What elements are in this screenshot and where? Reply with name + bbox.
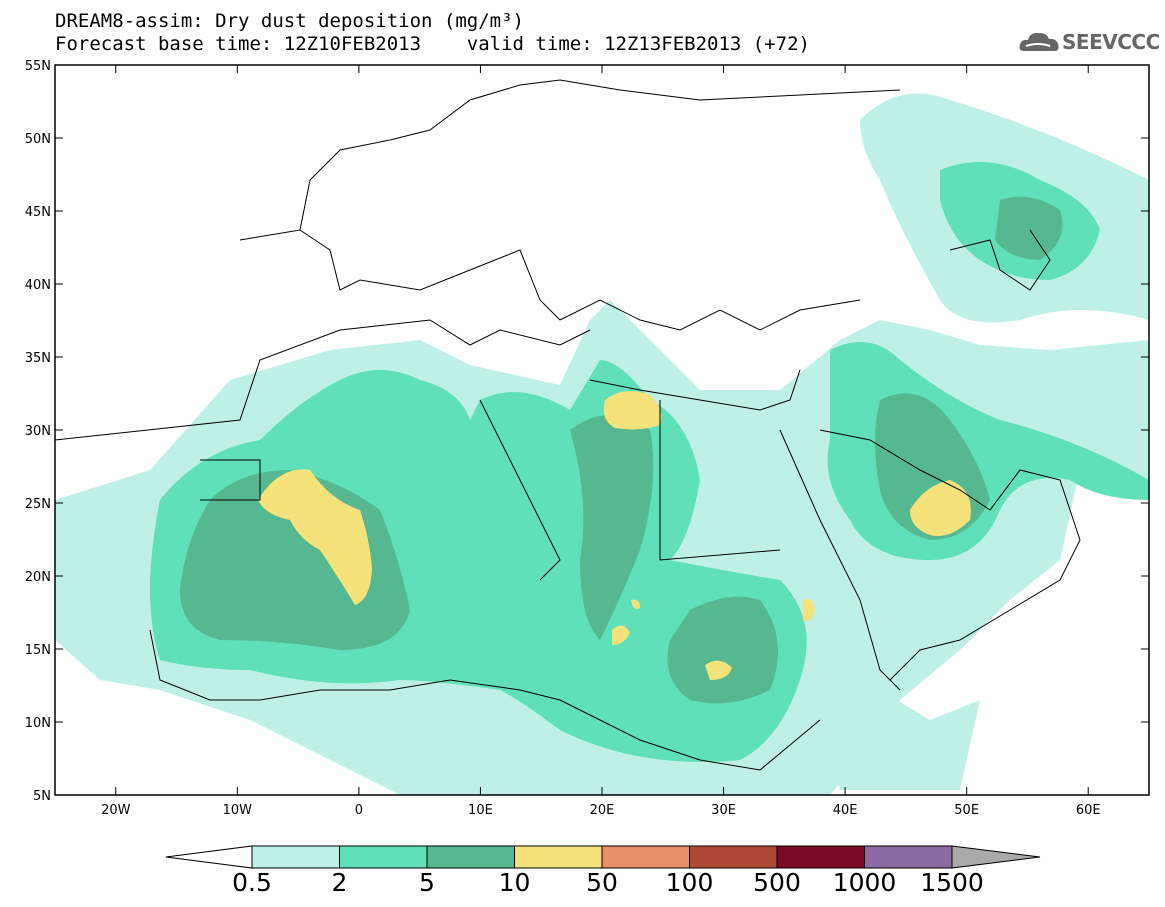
- lon-tick-label: 20W: [101, 803, 131, 818]
- dust-level-10: [258, 391, 971, 680]
- lat-tick-label: 25N: [25, 497, 51, 512]
- colorbar-threshold-label: 100: [665, 868, 714, 897]
- colorbar-swatch: [426, 845, 515, 869]
- lon-tick-label: 40E: [833, 803, 858, 818]
- colorbar-threshold-label: 0.5: [232, 868, 272, 897]
- logo-text: SEEVCCC: [1062, 30, 1160, 54]
- lon-tick-label: 10W: [223, 803, 253, 818]
- lat-tick-label: 5N: [33, 789, 51, 804]
- lat-tick-label: 35N: [25, 351, 51, 366]
- colorbar-threshold-label: 10: [498, 868, 531, 897]
- dust-fields: [55, 79, 1149, 795]
- colorbar-min-triangle: [165, 845, 253, 869]
- colorbar-threshold-label: 5: [419, 868, 435, 897]
- colorbar-swatch: [514, 845, 603, 869]
- lon-tick-label: 30E: [711, 803, 736, 818]
- colorbar-threshold-label: 1500: [920, 868, 984, 897]
- cloud-icon: [1019, 32, 1059, 51]
- lat-tick-label: 10N: [25, 716, 51, 731]
- colorbar-swatch: [601, 845, 690, 869]
- lon-tick-label: 20E: [590, 803, 615, 818]
- colorbar: [165, 845, 1041, 869]
- lon-tick-label: 0: [355, 803, 363, 818]
- colorbar-swatch: [864, 845, 953, 869]
- latitude-axis: 5N 10N 15N 20N 25N 30N 35N 40N 45N 50N 55N: [25, 59, 1149, 804]
- lat-tick-label: 45N: [25, 205, 51, 220]
- colorbar-threshold-label: 2: [331, 868, 348, 897]
- colorbar-threshold-label: 500: [753, 868, 801, 897]
- longitude-axis: 20W 10W 0 10E 20E 30E 40E 50E 60E: [101, 65, 1101, 818]
- colorbar-threshold-label: 50: [586, 868, 618, 897]
- lat-tick-label: 55N: [25, 59, 51, 74]
- lat-tick-label: 40N: [25, 278, 51, 293]
- colorbar-swatch: [339, 845, 428, 869]
- map-subtitle: Forecast base time: 12Z10FEB2013 valid t…: [55, 33, 810, 55]
- colorbar-swatch: [776, 845, 865, 869]
- colorbar-max-triangle: [951, 845, 1041, 869]
- lat-tick-label: 15N: [25, 643, 51, 658]
- lon-tick-label: 50E: [954, 803, 979, 818]
- lat-tick-label: 50N: [25, 132, 51, 147]
- colorbar-threshold-label: 1000: [832, 868, 897, 897]
- lon-tick-label: 10E: [468, 803, 493, 818]
- colorbar-swatch: [251, 845, 340, 869]
- lat-tick-label: 20N: [25, 570, 51, 585]
- seevccc-logo: SEEVCCC: [1018, 27, 1160, 57]
- coastlines: [55, 79, 1081, 771]
- lon-tick-label: 60E: [1076, 803, 1101, 818]
- colorbar-swatch: [689, 845, 778, 869]
- map-title: DREAM8-assim: Dry dust deposition (mg/m³…: [55, 10, 524, 32]
- lat-tick-label: 30N: [25, 424, 51, 439]
